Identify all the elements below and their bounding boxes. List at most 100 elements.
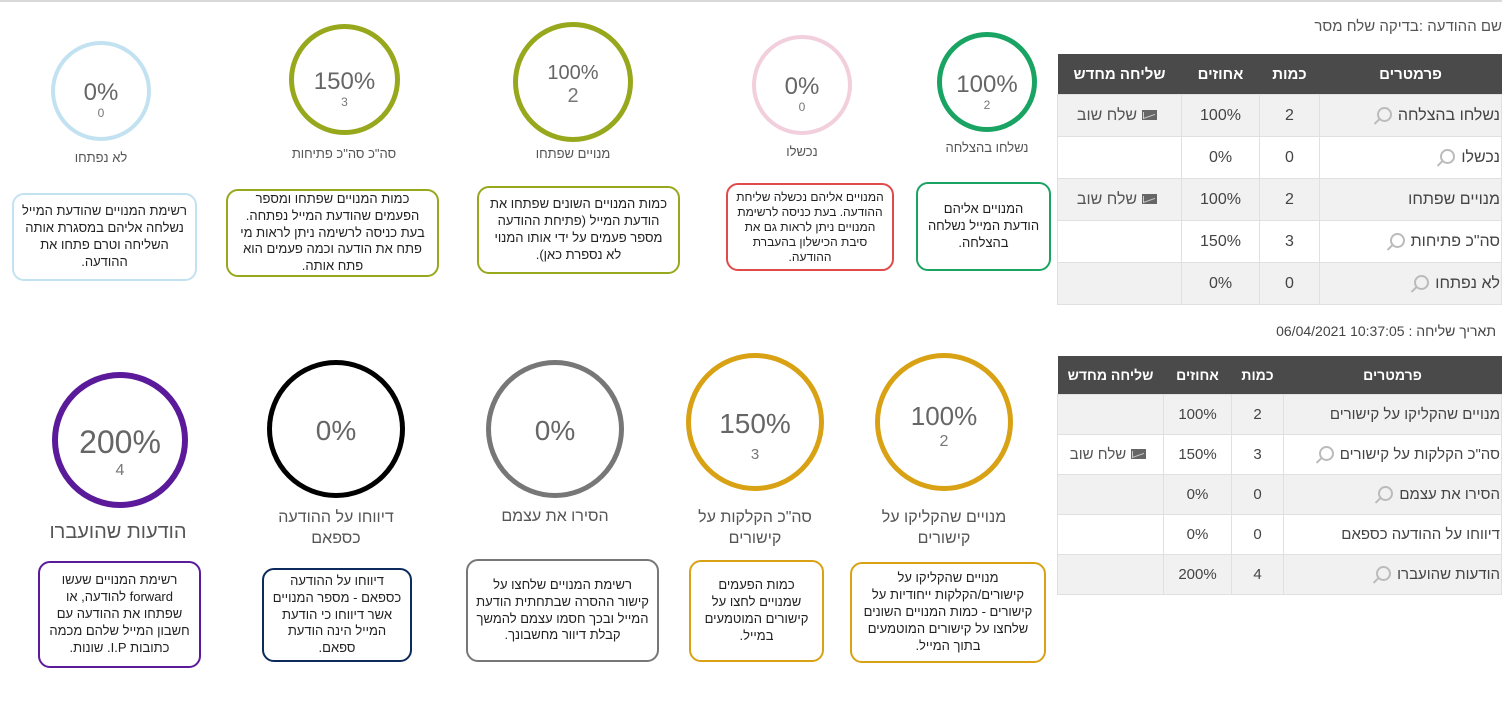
param-cell: מנויים שפתחו <box>1319 178 1502 221</box>
stat-desc-failed: המנויים אליהם נכשלה שליחת ההודעה. בעת כנ… <box>726 183 894 271</box>
stat-circle-unsubscribed: 0% <box>486 360 624 498</box>
percent-cell: 0% <box>1181 136 1260 179</box>
stat-label-failed: נכשלו <box>786 144 818 159</box>
percent-cell: 200% <box>1163 554 1232 595</box>
stat-desc-sent: המנויים אליהם הודעת המייל נשלחה בהצלחה. <box>916 182 1051 271</box>
stat-circle-failed: 0% 0 <box>752 35 852 135</box>
stat-label-sent: נשלחו בהצלחה <box>945 140 1029 155</box>
magnifier-icon[interactable] <box>1440 148 1456 164</box>
header-resend: שליחה מחדש <box>1057 356 1164 395</box>
param-cell[interactable]: סה"כ הקלקות על קישורים <box>1283 434 1502 475</box>
header-percent: אחוזים <box>1181 54 1260 95</box>
resend-cell <box>1057 474 1164 515</box>
envelope-icon[interactable] <box>1142 109 1158 120</box>
resend-cell <box>1057 136 1182 179</box>
count-cell: 0 <box>1259 262 1320 305</box>
count-cell: 2 <box>1231 394 1284 435</box>
magnifier-icon[interactable] <box>1318 446 1334 461</box>
envelope-icon[interactable] <box>1142 193 1158 204</box>
magnifier-icon[interactable] <box>1389 232 1405 248</box>
table-row[interactable]: סה"כ הקלקות על קישורים 3 150% שלח שוב <box>1057 434 1502 475</box>
percent-cell: 100% <box>1163 394 1232 435</box>
count-cell: 2 <box>1259 94 1320 137</box>
resend-cell[interactable]: שלח שוב <box>1057 434 1164 475</box>
stat-desc-spam: דיווחו על ההודעה כספאם - מספר המנויים אש… <box>262 568 412 662</box>
percent-cell: 0% <box>1163 474 1232 515</box>
count-cell: 2 <box>1259 178 1320 221</box>
resend-link[interactable]: שלח שוב <box>1069 446 1127 463</box>
param-cell[interactable]: סה"כ פתיחות <box>1319 220 1502 263</box>
table-row[interactable]: הסירו את עצמם 0 0% <box>1057 474 1502 515</box>
param-cell[interactable]: נשלחו בהצלחה <box>1319 94 1502 137</box>
stat-circle-total-opens: 150% 3 <box>289 24 400 135</box>
stat-circle-opened: 100% 2 <box>513 22 633 142</box>
resend-cell[interactable]: שלח שוב <box>1057 94 1182 137</box>
table-row[interactable]: נשלחו בהצלחה 2 100% שלח שוב <box>1057 94 1502 137</box>
resend-cell <box>1057 262 1182 305</box>
stat-desc-total-clicks: כמות הפעמים שמנויים לחצו על קישורים המוט… <box>689 560 824 662</box>
stat-label-forwarded: הודעות שהועברו <box>49 521 187 543</box>
count-cell: 3 <box>1231 434 1284 475</box>
resend-cell <box>1057 220 1182 263</box>
header-resend: שליחה מחדש <box>1057 54 1182 95</box>
magnifier-icon[interactable] <box>1378 486 1394 501</box>
stats-table-opens: פרמטרים כמות אחוזים שליחה מחדש נשלחו בהצ… <box>1057 54 1502 305</box>
count-cell: 0 <box>1231 474 1284 515</box>
envelope-icon[interactable] <box>1131 449 1147 459</box>
resend-cell[interactable]: שלח שוב <box>1057 178 1182 221</box>
param-cell: מנויים שהקליקו על קישורים <box>1283 394 1502 435</box>
message-name: שם ההודעה :בדיקה שלח מסר <box>1314 18 1502 35</box>
header-params: פרמטרים <box>1319 54 1502 95</box>
magnifier-icon[interactable] <box>1376 106 1392 122</box>
count-cell: 0 <box>1231 514 1284 555</box>
table-row[interactable]: הודעות שהועברו 4 200% <box>1057 554 1502 595</box>
stat-label-not-opened: לא נפתחו <box>74 150 128 165</box>
stat-label-opened: מנויים שפתחו <box>535 146 611 161</box>
stat-circle-sent: 100% 2 <box>937 32 1037 132</box>
stat-circle-total-clicks: 150% 3 <box>686 353 824 491</box>
top-divider <box>0 0 1502 2</box>
stat-desc-total-opens: כמות המנויים שפתחו ומספר הפעמים שהודעת ה… <box>226 189 439 277</box>
count-cell: 0 <box>1259 136 1320 179</box>
stat-label-unsubscribed: הסירו את עצמם <box>501 508 609 525</box>
param-cell[interactable]: הודעות שהועברו <box>1283 554 1502 595</box>
table-row[interactable]: דיווחו על ההודעה כספאם 0 0% <box>1057 514 1502 555</box>
table-row[interactable]: לא נפתחו 0 0% <box>1057 262 1502 305</box>
header-percent: אחוזים <box>1163 356 1232 395</box>
stat-desc-not-opened: רשימת המנויים שהודעת המייל נשלחה אליהם ב… <box>12 193 197 281</box>
table-row[interactable]: מנויים שהקליקו על קישורים 2 100% <box>1057 394 1502 435</box>
table-row[interactable]: נכשלו 0 0% <box>1057 136 1502 179</box>
stat-label-total-opens: סה"כ סה"כ פתיחות <box>291 146 397 161</box>
stat-circle-not-opened: 0% 0 <box>51 41 151 141</box>
table-row[interactable]: סה"כ פתיחות 3 150% <box>1057 220 1502 263</box>
header-params: פרמטרים <box>1283 356 1502 395</box>
percent-cell: 100% <box>1181 178 1260 221</box>
magnifier-icon[interactable] <box>1414 274 1430 290</box>
resend-cell <box>1057 514 1164 555</box>
param-cell[interactable]: נכשלו <box>1319 136 1502 179</box>
stat-label-clicked: מנויים שהקליקו על קישורים <box>881 509 1007 547</box>
stat-circle-spam: 0% <box>267 360 405 498</box>
stat-desc-opened: כמות המנויים השונים שפתחו את הודעת המייל… <box>477 186 680 274</box>
param-cell: דיווחו על ההודעה כספאם <box>1283 514 1502 555</box>
count-cell: 4 <box>1231 554 1284 595</box>
percent-cell: 150% <box>1163 434 1232 475</box>
header-count: כמות <box>1259 54 1320 95</box>
percent-cell: 0% <box>1163 514 1232 555</box>
count-cell: 3 <box>1259 220 1320 263</box>
stat-label-total-clicks: סה"כ הקלקות על קישורים <box>698 509 812 547</box>
resend-link[interactable]: שלח שוב <box>1076 106 1138 124</box>
resend-cell <box>1057 394 1164 435</box>
percent-cell: 150% <box>1181 220 1260 263</box>
magnifier-icon[interactable] <box>1376 566 1392 581</box>
stat-circle-forwarded: 200% 4 <box>52 372 188 508</box>
resend-link[interactable]: שלח שוב <box>1076 190 1138 208</box>
stat-label-spam: דיווחו על ההודעה כספאם <box>278 509 394 547</box>
stats-table-clicks: פרמטרים כמות אחוזים שליחה מחדש מנויים שה… <box>1057 356 1502 595</box>
stat-circle-clicked: 100% 2 <box>875 353 1013 491</box>
stat-desc-unsubscribed: רשימת המנויים שלחצו על קישור ההסרה שבתחת… <box>466 559 659 662</box>
stat-desc-forwarded: רשימת המנויים שעשו forward להודעה, או שפ… <box>38 561 201 668</box>
table-row[interactable]: מנויים שפתחו 2 100% שלח שוב <box>1057 178 1502 221</box>
param-cell[interactable]: לא נפתחו <box>1319 262 1502 305</box>
param-cell[interactable]: הסירו את עצמם <box>1283 474 1502 515</box>
